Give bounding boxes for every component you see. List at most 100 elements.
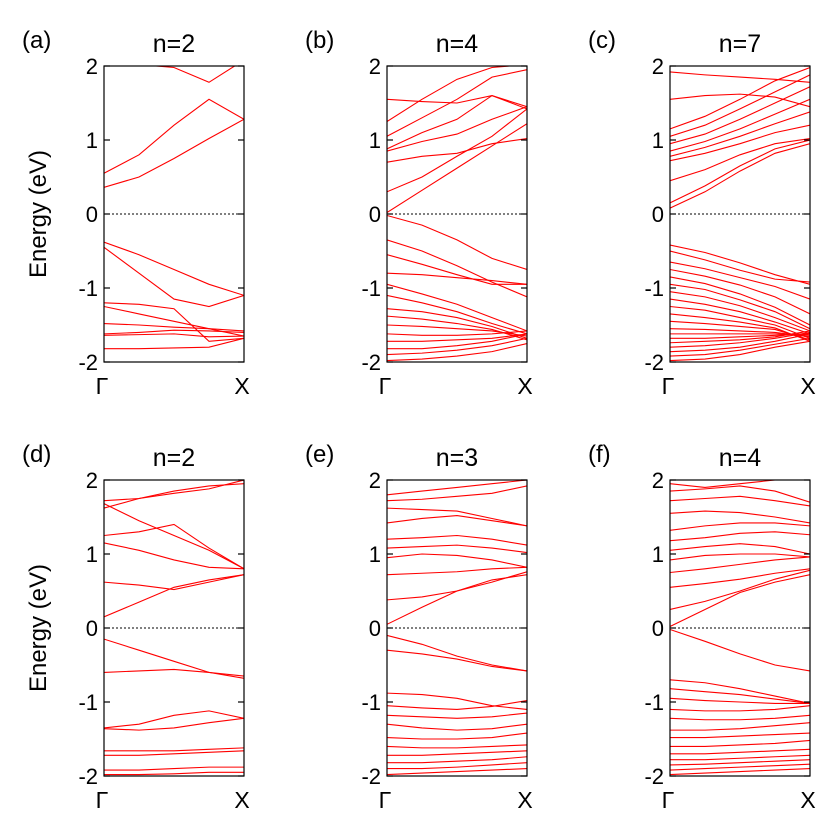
band-line-11 (670, 305, 810, 339)
band-line-3 (104, 750, 244, 756)
y-tick-label: -2 (361, 350, 381, 375)
panel-label: (a) (22, 27, 51, 54)
band-line-16 (670, 268, 810, 315)
panel-title: n=3 (436, 444, 478, 472)
band-line-4 (670, 331, 810, 348)
band-line-6 (670, 739, 810, 747)
band-line-17 (387, 544, 527, 554)
band-line-26 (670, 86, 810, 145)
band-line-11 (670, 697, 810, 705)
x-tick-label-x: X (517, 373, 532, 399)
band-line-10 (104, 98, 244, 174)
x-tick-label-x: X (517, 787, 532, 813)
band-line-1 (104, 337, 244, 350)
band-line-9 (670, 714, 810, 721)
band-line-24 (670, 495, 810, 507)
band-line-5 (104, 710, 244, 729)
band-line-20 (670, 543, 810, 555)
y-tick-label: -1 (78, 276, 98, 301)
y-tick-label: 2 (369, 468, 381, 493)
band-line-25 (670, 98, 810, 152)
y-tick-label: 1 (652, 128, 664, 153)
band-line-9 (387, 294, 527, 335)
band-line-19 (387, 94, 527, 150)
band-line-20 (670, 143, 810, 209)
y-tick-label: 0 (369, 616, 381, 641)
bands (104, 480, 244, 776)
y-tick-label: 1 (86, 542, 98, 567)
band-line-2 (670, 763, 810, 771)
y-axis-title: Energy (eV) (25, 150, 52, 278)
y-tick-label: 2 (86, 468, 98, 493)
panel-title: n=4 (436, 30, 479, 58)
x-tick-label-gamma: Γ (96, 787, 109, 813)
y-tick-label: 1 (652, 542, 664, 567)
band-line-21 (387, 95, 527, 108)
band-line-14 (387, 214, 527, 271)
y-tick-label: 1 (369, 128, 381, 153)
y-tick-label: -1 (361, 690, 381, 715)
band-line-7 (387, 315, 527, 341)
x-tick-label-gamma: Γ (379, 373, 392, 399)
panel-label: (f) (588, 441, 611, 468)
x-tick-label-gamma: Γ (379, 787, 392, 813)
x-tick-label-x: X (800, 373, 815, 399)
band-line-1 (670, 768, 810, 776)
band-line-19 (387, 514, 527, 527)
band-line-28 (670, 66, 810, 130)
y-tick-label: 2 (652, 468, 664, 493)
panel-6: 2 1 0 -1 -2Γ X (f) n=4 (588, 441, 816, 813)
x-tick-label-x: X (234, 373, 249, 399)
band-line-26 (670, 480, 810, 488)
band-line-12 (387, 254, 527, 285)
bands (387, 480, 527, 776)
band-line-2 (104, 333, 244, 338)
panel-3: 2 1 0 -1 -2Γ X (c) n=7 (588, 27, 816, 399)
x-tick-label-x: X (800, 787, 815, 813)
band-line-2 (104, 766, 244, 771)
band-line-15 (387, 566, 527, 576)
band-line-22 (670, 522, 810, 531)
band-line-4 (387, 750, 527, 756)
band-line-4 (387, 333, 527, 342)
band-line-12 (104, 523, 244, 570)
band-line-8 (670, 328, 810, 338)
band-line-14 (670, 283, 810, 330)
band-line-8 (670, 722, 810, 731)
band-line-27 (670, 74, 810, 137)
band-line-2 (387, 762, 527, 770)
y-tick-label: 0 (652, 616, 664, 641)
band-line-9 (104, 574, 244, 618)
y-tick-label: 1 (369, 542, 381, 567)
y-tick-label: -1 (361, 276, 381, 301)
band-line-4 (104, 322, 244, 332)
band-line-30 (670, 71, 810, 83)
band-line-12 (670, 688, 810, 705)
band-line-1 (670, 340, 810, 362)
y-tick-label: -2 (644, 764, 664, 789)
panel-label: (e) (305, 441, 334, 468)
band-line-6 (104, 717, 244, 731)
bands (670, 480, 810, 776)
band-line-15 (670, 574, 810, 628)
band-line-21 (387, 485, 527, 502)
y-axis-title: Energy (eV) (25, 564, 52, 692)
band-line-10 (104, 574, 244, 591)
y-tick-label: 0 (369, 202, 381, 227)
band-line-5 (670, 748, 810, 755)
y-tick-label: -2 (361, 764, 381, 789)
panel-label: (d) (22, 441, 51, 468)
band-line-11 (387, 272, 527, 285)
band-line-8 (104, 241, 244, 296)
band-line-12 (387, 634, 527, 672)
band-line-21 (670, 531, 810, 542)
band-line-9 (387, 699, 527, 710)
band-line-2 (670, 337, 810, 357)
band-line-16 (670, 569, 810, 611)
band-line-7 (387, 723, 527, 731)
band-line-16 (387, 108, 527, 193)
y-tick-label: -2 (644, 350, 664, 375)
band-line-1 (387, 342, 527, 362)
band-line-17 (387, 137, 527, 163)
